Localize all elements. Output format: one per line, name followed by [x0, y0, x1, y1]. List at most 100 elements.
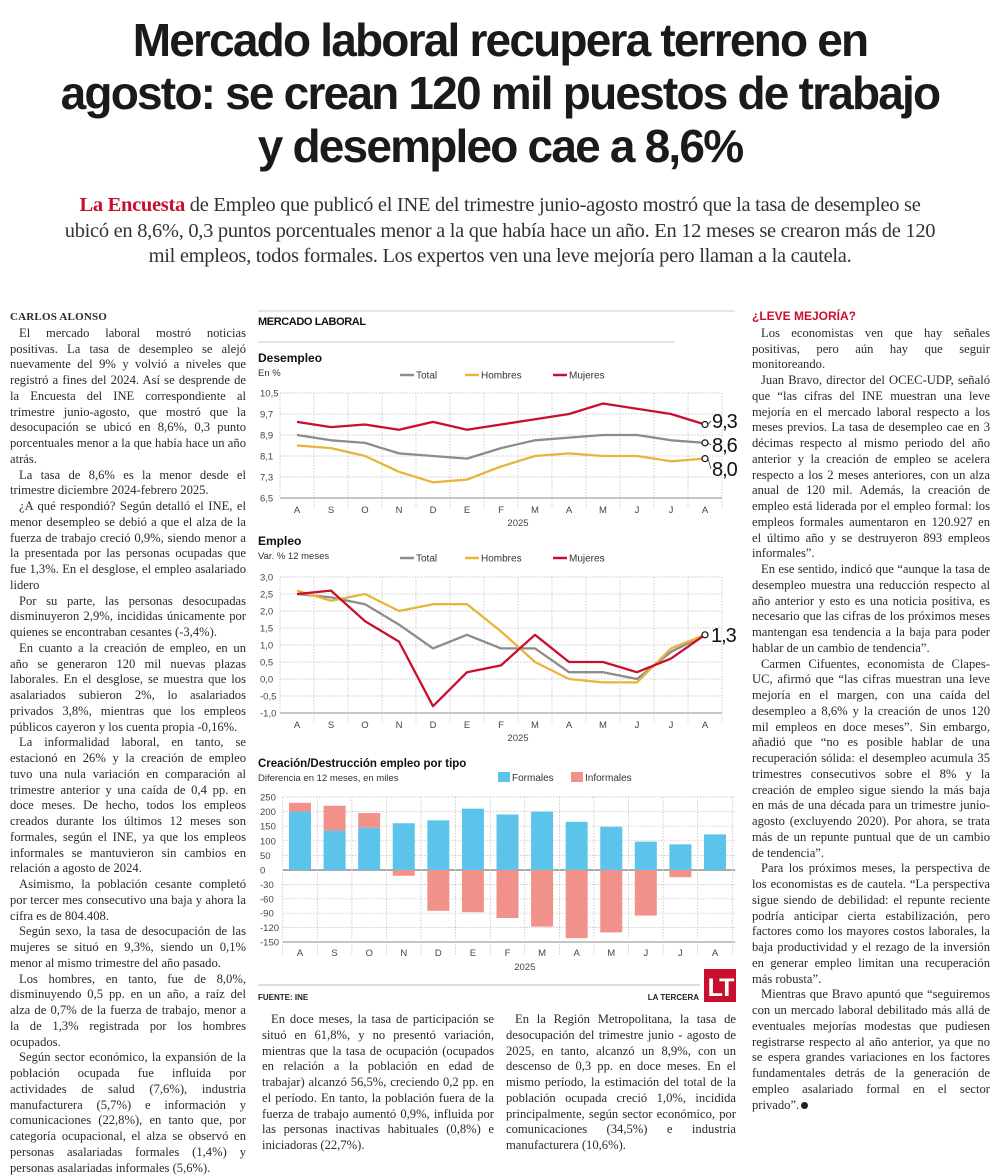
y-tick-label: -0,5 — [260, 692, 276, 703]
y-tick-label: 1,5 — [260, 624, 273, 635]
y-tick-label: 2,0 — [260, 607, 273, 618]
bar-formales — [393, 823, 415, 870]
x-tick-label: A — [566, 720, 573, 731]
end-label-leader — [708, 443, 711, 445]
x-tick-label: A — [566, 505, 573, 516]
bar-informales — [393, 870, 415, 876]
chart-title-desempleo: Desempleo — [258, 351, 322, 365]
x-axis-year: 2025 — [507, 733, 528, 744]
bar-informales — [427, 870, 449, 911]
x-tick-label: J — [678, 948, 683, 959]
x-tick-label: D — [435, 948, 442, 959]
x-tick-label: M — [607, 948, 615, 959]
y-tick-label: 0,0 — [260, 675, 273, 686]
end-label-leader — [708, 459, 711, 469]
end-point-marker — [702, 422, 708, 428]
x-tick-label: J — [669, 505, 674, 516]
bar-formales — [704, 834, 726, 870]
bar-formales — [358, 828, 380, 870]
x-tick-label: S — [328, 720, 334, 731]
x-tick-label: A — [297, 948, 304, 959]
y-tick-label: 250 — [260, 793, 276, 804]
x-axis-year: 2025 — [507, 518, 528, 529]
x-tick-label: O — [365, 948, 372, 959]
x-tick-label: J — [635, 505, 640, 516]
legend-label-mujeres: Mujeres — [569, 371, 605, 382]
x-tick-label: D — [430, 720, 437, 731]
end-point-marker — [702, 456, 708, 462]
x-tick-label: A — [702, 505, 709, 516]
x-axis-year: 2025 — [514, 962, 535, 973]
end-label-leader — [708, 421, 711, 425]
x-tick-label: N — [400, 948, 407, 959]
x-tick-label: J — [643, 948, 648, 959]
x-tick-label: E — [464, 505, 470, 516]
y-tick-label: -1,0 — [260, 709, 276, 720]
bar-formales — [497, 815, 519, 870]
y-tick-label: -30 — [260, 880, 274, 891]
legend-label-hombres: Hombres — [481, 554, 522, 565]
x-tick-label: A — [702, 720, 709, 731]
bar-formales — [566, 822, 588, 870]
graphic-source: FUENTE: INE — [258, 993, 309, 1002]
legend-label-total: Total — [416, 554, 437, 565]
bar-informales — [669, 870, 691, 877]
bar-formales — [462, 809, 484, 870]
y-tick-label: -90 — [260, 909, 274, 920]
bar-informales — [566, 870, 588, 938]
x-tick-label: F — [498, 720, 504, 731]
x-tick-label: O — [361, 720, 368, 731]
x-tick-label: M — [538, 948, 546, 959]
bar-informales — [289, 803, 311, 812]
x-tick-label: M — [599, 505, 607, 516]
y-tick-label: 8,9 — [260, 431, 273, 442]
y-tick-label: 100 — [260, 836, 276, 847]
y-tick-label: 150 — [260, 822, 276, 833]
y-tick-label: 0 — [260, 866, 265, 877]
y-tick-label: -150 — [260, 938, 279, 949]
bar-formales — [427, 820, 449, 870]
y-tick-label: -120 — [260, 923, 279, 934]
x-tick-label: J — [669, 720, 674, 731]
end-value-label: 9,3 — [712, 411, 738, 433]
y-tick-label: 1,0 — [260, 641, 273, 652]
x-tick-label: A — [294, 505, 301, 516]
legend-label-formales: Formales — [512, 773, 554, 784]
y-tick-label: 200 — [260, 807, 276, 818]
chart-unit-creacion: Diferencia en 12 meses, en miles — [258, 773, 399, 784]
bar-formales — [289, 812, 311, 870]
graphic-title: MERCADO LABORAL — [258, 316, 366, 328]
bar-informales — [324, 806, 346, 831]
bar-informales — [531, 870, 553, 927]
x-tick-label: E — [464, 720, 470, 731]
y-tick-label: 2,5 — [260, 590, 273, 601]
x-tick-label: S — [331, 948, 337, 959]
bar-formales — [600, 827, 622, 870]
y-tick-label: 50 — [260, 851, 271, 862]
x-tick-label: F — [498, 505, 504, 516]
x-tick-label: N — [396, 505, 403, 516]
x-tick-label: D — [430, 505, 437, 516]
bar-formales — [324, 831, 346, 870]
y-tick-label: 7,3 — [260, 473, 273, 484]
legend-label-hombres: Hombres — [481, 371, 522, 382]
end-point-marker — [702, 440, 708, 446]
legend-label-informales: Informales — [585, 773, 632, 784]
x-tick-label: S — [328, 505, 334, 516]
end-value-label: 1,3 — [711, 625, 737, 647]
y-tick-label: 10,5 — [260, 389, 279, 400]
bar-formales — [669, 844, 691, 870]
x-tick-label: M — [531, 720, 539, 731]
chart-title-creacion: Creación/Destrucción empleo por tipo — [258, 758, 466, 770]
y-tick-label: 6,5 — [260, 494, 273, 505]
legend-label-total: Total — [416, 371, 437, 382]
bar-informales — [497, 870, 519, 918]
y-tick-label: 0,5 — [260, 658, 273, 669]
x-tick-label: O — [361, 505, 368, 516]
end-value-label: 8,0 — [712, 459, 738, 481]
graphic-credit: LA TERCERA — [648, 993, 699, 1002]
